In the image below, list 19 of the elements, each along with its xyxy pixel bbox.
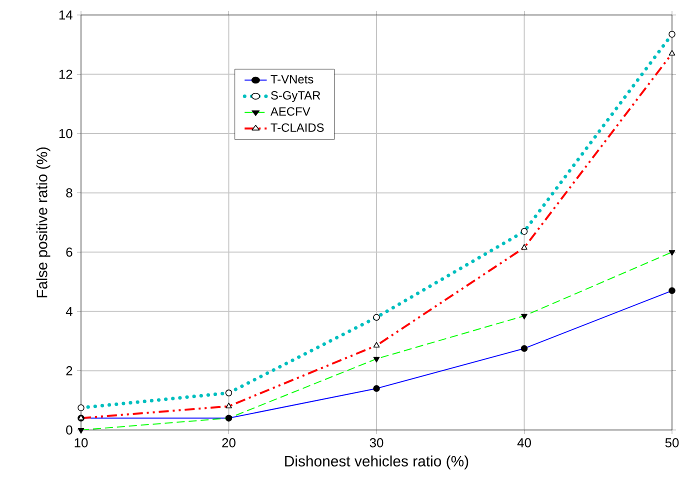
x-tick-label: 50 <box>665 438 679 448</box>
legend-label: S-GyTAR <box>271 91 320 102</box>
x-tick-label: 10 <box>74 438 88 448</box>
y-tick-label: 12 <box>59 70 72 79</box>
legend-label: AECFV <box>270 107 310 116</box>
y-tick-label: 14 <box>59 10 72 20</box>
x-tick-label: 30 <box>370 438 384 448</box>
legend-label: T-CLAIDS <box>270 123 324 132</box>
y-tick-label: 0 <box>66 425 72 435</box>
y-tick-label: 4 <box>66 306 72 316</box>
x-tick-label: 40 <box>517 438 531 448</box>
x-axis-title: Dishonest vehicles ratio (%) <box>285 456 468 470</box>
y-tick-label: 10 <box>59 128 72 138</box>
y-tick-label: 2 <box>66 366 72 376</box>
y-tick-label: 8 <box>66 188 72 198</box>
y-axis-title: False positive ratio (%) <box>36 147 50 298</box>
x-tick-label: 20 <box>222 438 236 448</box>
y-tick-label: 6 <box>66 248 72 257</box>
legend-label: T-VNets <box>270 75 314 84</box>
